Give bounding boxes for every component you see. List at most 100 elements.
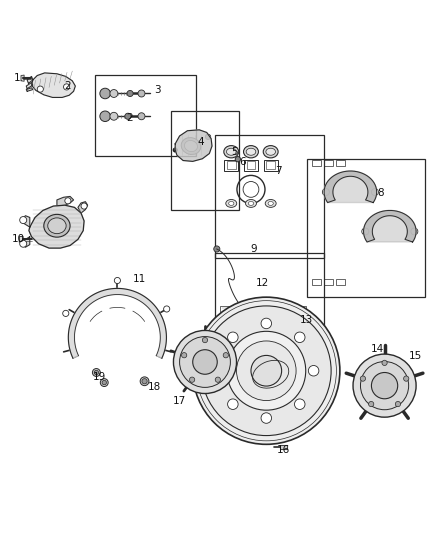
Circle shape xyxy=(181,353,187,358)
Bar xyxy=(268,332,282,342)
Circle shape xyxy=(92,368,100,376)
Circle shape xyxy=(193,350,217,374)
Bar xyxy=(336,279,345,285)
Circle shape xyxy=(254,307,260,313)
Circle shape xyxy=(353,354,416,417)
Bar xyxy=(307,159,425,297)
Polygon shape xyxy=(29,205,84,248)
Bar xyxy=(247,161,255,169)
Bar xyxy=(324,159,333,166)
Bar xyxy=(215,135,324,258)
Polygon shape xyxy=(22,216,30,227)
Text: 15: 15 xyxy=(409,351,422,361)
Polygon shape xyxy=(364,211,416,242)
Polygon shape xyxy=(21,75,24,81)
Ellipse shape xyxy=(266,148,276,155)
Circle shape xyxy=(100,378,108,386)
Polygon shape xyxy=(324,171,377,203)
Circle shape xyxy=(114,278,120,284)
Text: 13: 13 xyxy=(300,315,313,325)
Polygon shape xyxy=(280,445,287,449)
Bar xyxy=(220,359,233,368)
Polygon shape xyxy=(26,83,33,88)
Circle shape xyxy=(360,361,409,410)
Circle shape xyxy=(322,189,329,196)
Circle shape xyxy=(237,341,296,400)
Bar xyxy=(336,159,345,166)
Ellipse shape xyxy=(224,146,239,158)
Ellipse shape xyxy=(229,201,234,205)
Circle shape xyxy=(110,90,118,98)
Text: 2: 2 xyxy=(64,81,71,91)
Circle shape xyxy=(261,318,272,329)
Bar xyxy=(227,161,236,169)
Circle shape xyxy=(138,113,145,120)
Circle shape xyxy=(261,413,272,423)
Circle shape xyxy=(173,330,237,393)
Bar xyxy=(312,159,321,166)
Bar xyxy=(244,332,258,342)
Circle shape xyxy=(371,189,378,196)
Bar xyxy=(244,306,258,316)
Text: 11: 11 xyxy=(133,274,146,284)
Polygon shape xyxy=(26,88,33,91)
Circle shape xyxy=(100,111,110,122)
Circle shape xyxy=(396,401,401,407)
Circle shape xyxy=(294,399,305,409)
Circle shape xyxy=(193,297,340,445)
Polygon shape xyxy=(324,171,377,203)
Bar xyxy=(264,159,278,171)
Bar xyxy=(268,306,282,316)
Ellipse shape xyxy=(248,201,254,205)
Bar xyxy=(220,332,233,342)
Circle shape xyxy=(102,381,106,385)
Circle shape xyxy=(227,332,306,410)
Text: 16: 16 xyxy=(277,445,290,455)
Circle shape xyxy=(360,376,366,381)
Circle shape xyxy=(138,90,145,97)
Circle shape xyxy=(214,366,224,376)
Ellipse shape xyxy=(263,146,278,158)
Ellipse shape xyxy=(268,201,273,205)
Circle shape xyxy=(201,306,331,435)
Circle shape xyxy=(173,148,177,152)
Bar xyxy=(312,279,321,285)
Ellipse shape xyxy=(48,218,66,233)
Circle shape xyxy=(251,356,282,386)
Circle shape xyxy=(235,157,240,162)
Text: 8: 8 xyxy=(378,188,385,198)
Text: 12: 12 xyxy=(256,278,269,288)
Polygon shape xyxy=(32,73,75,98)
Polygon shape xyxy=(27,76,33,84)
Circle shape xyxy=(371,373,398,399)
Polygon shape xyxy=(78,201,88,213)
Bar xyxy=(244,159,258,171)
Circle shape xyxy=(294,332,305,343)
Polygon shape xyxy=(22,237,30,247)
Circle shape xyxy=(308,366,319,376)
Circle shape xyxy=(205,134,211,140)
Ellipse shape xyxy=(184,141,198,151)
Text: 17: 17 xyxy=(173,397,186,406)
Circle shape xyxy=(81,203,87,209)
Circle shape xyxy=(223,353,229,358)
Ellipse shape xyxy=(265,199,276,207)
Circle shape xyxy=(362,228,369,235)
Text: 6: 6 xyxy=(239,157,246,167)
Bar xyxy=(293,306,306,316)
Circle shape xyxy=(202,337,208,343)
Bar xyxy=(220,306,233,316)
Ellipse shape xyxy=(246,148,256,155)
Text: 18: 18 xyxy=(148,382,161,392)
Text: 7: 7 xyxy=(275,166,282,176)
Ellipse shape xyxy=(226,148,236,155)
Circle shape xyxy=(140,377,149,386)
Circle shape xyxy=(65,198,71,204)
Circle shape xyxy=(125,113,131,119)
Text: 19: 19 xyxy=(93,372,106,382)
Ellipse shape xyxy=(181,138,201,155)
Text: 5: 5 xyxy=(231,147,238,157)
Bar xyxy=(224,159,238,171)
Bar xyxy=(266,161,275,169)
Circle shape xyxy=(142,378,147,384)
